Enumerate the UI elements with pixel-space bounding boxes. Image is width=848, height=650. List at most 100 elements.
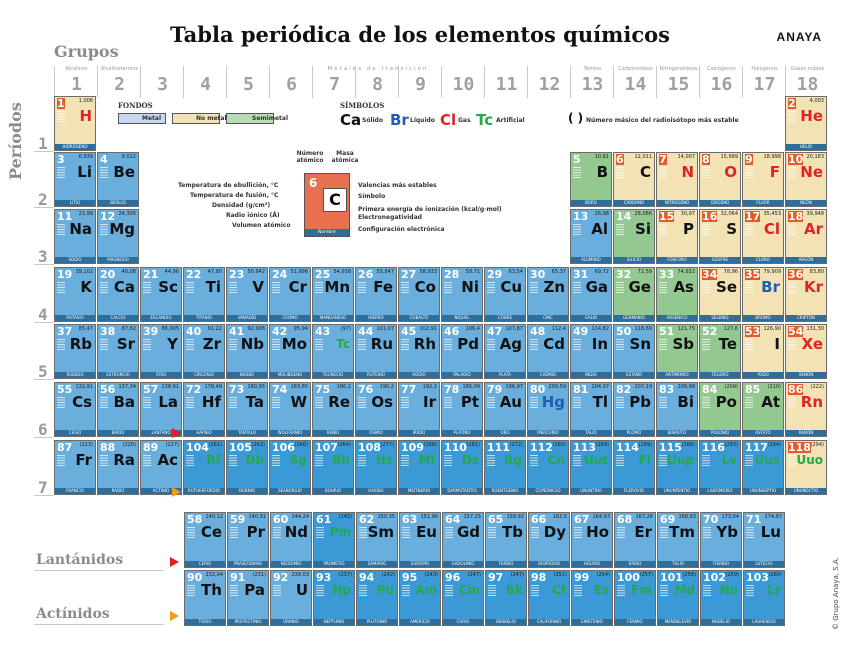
element-c[interactable]: 6 12,011 C CARBONO <box>613 152 655 207</box>
element-hs[interactable]: 108 (277) Hs HASSIO <box>355 440 397 495</box>
element-ga[interactable]: 31 69,72 Ga GALIO <box>570 267 612 322</box>
element-cd[interactable]: 48 112,4 Cd CADMIO <box>527 324 569 379</box>
element-gd[interactable]: 64 157,25 Gd GADOLINIO <box>442 512 484 568</box>
element-zn[interactable]: 30 65,37 Zn CINC <box>527 267 569 322</box>
element-pr[interactable]: 59 140,91 Pr PRASEODIMIO <box>227 512 269 568</box>
element-np[interactable]: 93 (237) Np NEPTUNIO <box>313 570 355 626</box>
element-cf[interactable]: 98 (251) Cf CALIFORNIO <box>528 570 570 626</box>
element-ho[interactable]: 67 164,93 Ho HOLMIO <box>571 512 613 568</box>
element-as[interactable]: 33 74,922 As ARSÉNICO <box>656 267 698 322</box>
element-lr[interactable]: 103 (260) Lr LAURENCIO <box>743 570 785 626</box>
element-sm[interactable]: 62 150,35 Sm SAMARIO <box>356 512 398 568</box>
element-fl[interactable]: 114 (289) Fl FLEROVIO <box>613 440 655 495</box>
element-ce[interactable]: 58 140,12 Ce CERIO <box>184 512 226 568</box>
element-ni[interactable]: 28 58,71 Ni NÍQUEL <box>441 267 483 322</box>
element-fe[interactable]: 26 55,847 Fe HIERRO <box>355 267 397 322</box>
element-co[interactable]: 27 58,933 Co COBALTO <box>398 267 440 322</box>
element-tb[interactable]: 65 158,92 Tb TERBIO <box>485 512 527 568</box>
element-pt[interactable]: 78 195,09 Pt PLATINO <box>441 382 483 437</box>
element-bk[interactable]: 97 (247) Bk BERKELIO <box>485 570 527 626</box>
element-yb[interactable]: 70 173,04 Yb ITERBIO <box>700 512 742 568</box>
element-al[interactable]: 13 26,98 Al ALUMINIO <box>570 209 612 264</box>
element-lv[interactable]: 116 (293) Lv LIVERMORIO <box>699 440 741 495</box>
element-uus[interactable]: 117 (294) Uus UNUNSEPTIO <box>742 440 784 495</box>
element-pd[interactable]: 46 106,4 Pd PALADIO <box>441 324 483 379</box>
element-uut[interactable]: 113 (284) Uut UNUNTRIO <box>570 440 612 495</box>
element-uuo[interactable]: 118 (294) Uuo UNUNOCTIO <box>785 440 827 495</box>
element-bi[interactable]: 83 208,98 Bi BISMUTO <box>656 382 698 437</box>
element-db[interactable]: 105 (262) Db DUBNIO <box>226 440 268 495</box>
element-rg[interactable]: 111 (272) Rg ROENTGENIO <box>484 440 526 495</box>
element-ra[interactable]: 88 (226) Ra RADIO <box>97 440 139 495</box>
element-cu[interactable]: 29 63,54 Cu COBRE <box>484 267 526 322</box>
element-mg[interactable]: 12 24,305 Mg MAGNESIO <box>97 209 139 264</box>
element-ag[interactable]: 47 107,87 Ag PLATA <box>484 324 526 379</box>
element-ru[interactable]: 44 101,07 Ru RUTENIO <box>355 324 397 379</box>
element-y[interactable]: 39 88,905 Y ITRIO <box>140 324 182 379</box>
element-hg[interactable]: 80 200,59 Hg MERCURIO <box>527 382 569 437</box>
element-fm[interactable]: 100 (257) Fm FERMIO <box>614 570 656 626</box>
element-pm[interactable]: 61 (145) Pm PROMETIO <box>313 512 355 568</box>
element-bh[interactable]: 107 (264) Bh BOHRIO <box>312 440 354 495</box>
element-at[interactable]: 85 (210) At ASTATO <box>742 382 784 437</box>
element-se[interactable]: 34 78,96 Se SELENIO <box>699 267 741 322</box>
element-nd[interactable]: 60 144,24 Nd NEODIMIO <box>270 512 312 568</box>
element-nb[interactable]: 41 92,906 Nb NIOBIO <box>226 324 268 379</box>
element-ba[interactable]: 56 137,34 Ba BARIO <box>97 382 139 437</box>
element-md[interactable]: 101 (258) Md MENDELEVIO <box>657 570 699 626</box>
element-fr[interactable]: 87 (223) Fr FRANCIO <box>54 440 96 495</box>
element-lu[interactable]: 71 174,97 Lu LUTECIO <box>743 512 785 568</box>
element-cl[interactable]: 17 35,453 Cl CLORO <box>742 209 784 264</box>
element-no[interactable]: 102 (259) No NOBELIO <box>700 570 742 626</box>
element-li[interactable]: 3 6,939 Li LITIO <box>54 152 96 207</box>
element-ac[interactable]: 89 (227) Ac ACTINIO <box>140 440 182 495</box>
element-sr[interactable]: 38 87,62 Sr ESTRONCIO <box>97 324 139 379</box>
element-mt[interactable]: 109 (268) Mt MEITNERIO <box>398 440 440 495</box>
element-pa[interactable]: 91 (231) Pa PROTACTINIO <box>227 570 269 626</box>
element-er[interactable]: 68 167,26 Er ERBIO <box>614 512 656 568</box>
element-rb[interactable]: 37 85,47 Rb RUBIDIO <box>54 324 96 379</box>
element-ds[interactable]: 110 (281) Ds DARMSTADTIO <box>441 440 483 495</box>
element-pu[interactable]: 94 (242) Pu PLUTONIO <box>356 570 398 626</box>
element-cm[interactable]: 96 (247) Cm CURIO <box>442 570 484 626</box>
element-o[interactable]: 8 15,999 O OXÍGENO <box>699 152 741 207</box>
element-cr[interactable]: 24 51,996 Cr CROMO <box>269 267 311 322</box>
element-cn[interactable]: 112 (285) Cn COPERNICIO <box>527 440 569 495</box>
element-sc[interactable]: 21 44,96 Sc ESCANDIO <box>140 267 182 322</box>
element-f[interactable]: 9 18,998 F FLÚOR <box>742 152 784 207</box>
element-pb[interactable]: 82 207,19 Pb PLOMO <box>613 382 655 437</box>
element-br[interactable]: 35 79,909 Br BROMO <box>742 267 784 322</box>
element-xe[interactable]: 54 131,30 Xe XENÓN <box>785 324 827 379</box>
element-k[interactable]: 19 39,102 K POTASIO <box>54 267 96 322</box>
element-es[interactable]: 99 (254) Es EINSTENIO <box>571 570 613 626</box>
element-hf[interactable]: 72 178,49 Hf HAFNIO <box>183 382 225 437</box>
element-rn[interactable]: 86 (222) Rn RADÓN <box>785 382 827 437</box>
element-am[interactable]: 95 (243) Am AMERICIO <box>399 570 441 626</box>
element-ne[interactable]: 10 20,183 Ne NEÓN <box>785 152 827 207</box>
element-v[interactable]: 23 50,942 V VANADIO <box>226 267 268 322</box>
element-u[interactable]: 92 238,03 U URANIO <box>270 570 312 626</box>
element-uup[interactable]: 115 (288) Uup UNUNPENTIO <box>656 440 698 495</box>
element-eu[interactable]: 63 151,96 Eu EUROPIO <box>399 512 441 568</box>
element-s[interactable]: 16 32,064 S AZUFRE <box>699 209 741 264</box>
element-mn[interactable]: 25 54,938 Mn MANGANESO <box>312 267 354 322</box>
element-ge[interactable]: 32 72,59 Ge GERMANIO <box>613 267 655 322</box>
element-sg[interactable]: 106 (266) Sg SEABORGIO <box>269 440 311 495</box>
element-mo[interactable]: 42 95,94 Mo MOLIBDENO <box>269 324 311 379</box>
element-rf[interactable]: 104 (261) Rf RUTHERFORDIO <box>183 440 225 495</box>
element-ti[interactable]: 22 47,90 Ti TITANIO <box>183 267 225 322</box>
element-tl[interactable]: 81 204,37 Tl TALIO <box>570 382 612 437</box>
element-ta[interactable]: 73 180,95 Ta TÁNTALO <box>226 382 268 437</box>
element-os[interactable]: 76 190,2 Os OSMIO <box>355 382 397 437</box>
element-th[interactable]: 90 232,04 Th TORIO <box>184 570 226 626</box>
element-he[interactable]: 2 4,003 He HELIO <box>785 96 827 151</box>
element-rh[interactable]: 45 102,91 Rh RODIO <box>398 324 440 379</box>
element-au[interactable]: 79 196,97 Au ORO <box>484 382 526 437</box>
element-h[interactable]: 1 1,008 H HIDRÓGENO <box>54 96 96 151</box>
element-ir[interactable]: 77 192,2 Ir IRIDIO <box>398 382 440 437</box>
element-na[interactable]: 11 22,99 Na SODIO <box>54 209 96 264</box>
element-b[interactable]: 5 10,81 B BORO <box>570 152 612 207</box>
element-tm[interactable]: 69 168,93 Tm TULIO <box>657 512 699 568</box>
element-re[interactable]: 75 186,2 Re RENIO <box>312 382 354 437</box>
element-zr[interactable]: 40 91,22 Zr CIRCONIO <box>183 324 225 379</box>
